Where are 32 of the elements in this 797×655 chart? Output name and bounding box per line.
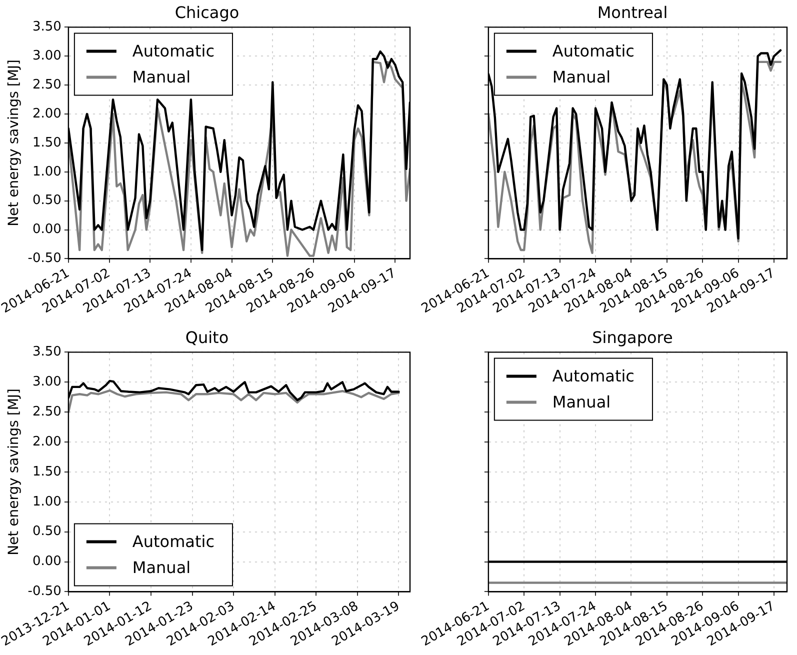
y-tick-label: 3.50 [32, 20, 62, 35]
y-tick-label: -0.50 [28, 251, 62, 266]
y-tick-label: 1.50 [32, 135, 62, 150]
y-tick-label: 2.50 [32, 404, 62, 420]
chart-title: Montreal [597, 2, 668, 22]
chart-title: Singapore [592, 328, 673, 347]
legend-label: Automatic [132, 532, 214, 551]
y-tick-label: 1.00 [32, 164, 62, 180]
y-tick-label: 0.00 [32, 554, 62, 570]
chart-title: Quito [185, 328, 229, 347]
legend-label: Automatic [132, 41, 214, 60]
y-tick-label: 3.00 [32, 48, 62, 64]
legend-label: Manual [552, 392, 611, 412]
y-tick-label: 2.50 [32, 77, 62, 92]
legend-label: Automatic [552, 366, 634, 386]
y-tick-label: -0.50 [28, 584, 62, 600]
y-tick-label: 2.00 [32, 106, 62, 122]
y-tick-label: 0.00 [32, 222, 62, 238]
y-tick-label: 0.50 [32, 193, 62, 208]
y-axis-title: Net energy savings [MJ] [6, 388, 22, 556]
y-tick-label: 0.50 [32, 524, 62, 540]
y-tick-label: 3.50 [32, 344, 62, 360]
y-axis-title: Net energy savings [MJ] [6, 59, 22, 226]
y-tick-label: 1.50 [32, 464, 62, 480]
chart-title: Chicago [174, 2, 240, 22]
legend-label: Manual [132, 558, 191, 577]
y-tick-label: 1.00 [32, 494, 62, 510]
y-tick-label: 3.00 [32, 374, 62, 390]
legend-label: Automatic [552, 41, 634, 60]
y-tick-label: 2.00 [32, 434, 62, 450]
legend-label: Manual [132, 67, 191, 86]
legend-label: Manual [552, 67, 611, 86]
